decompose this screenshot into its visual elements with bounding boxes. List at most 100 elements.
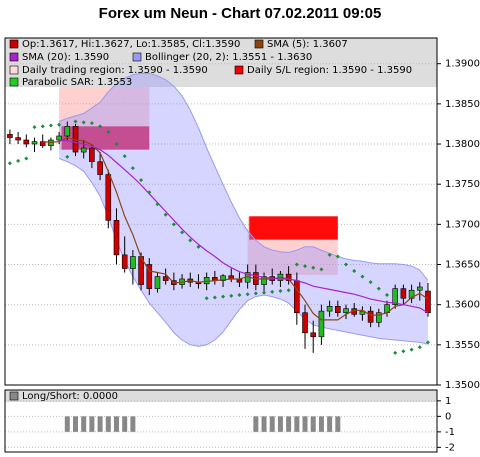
candle-body [359, 310, 366, 315]
legend-label: Long/Short: 0.0000 [22, 391, 118, 402]
sar-dot [89, 121, 94, 126]
bar [72, 416, 78, 432]
bar [97, 416, 103, 432]
candle-body [392, 288, 398, 305]
sar-dot [139, 178, 144, 183]
y-tick-label: 1.3750 [445, 179, 480, 190]
sar-dot [188, 238, 193, 243]
candle-body [400, 288, 407, 299]
y-tick-label: 1 [445, 396, 451, 407]
sar-dot [212, 295, 217, 300]
bar [335, 416, 341, 432]
sar-dot [352, 268, 357, 273]
candle-body [97, 161, 103, 175]
bar [113, 416, 119, 432]
sar-dot [32, 125, 37, 130]
sar-dot [417, 345, 422, 350]
candle-body [310, 332, 317, 338]
candle-body [326, 305, 333, 312]
candle-body [343, 308, 349, 314]
y-tick-label: 1.3600 [445, 300, 480, 311]
bar [302, 416, 308, 432]
y-tick-label: -2 [445, 442, 455, 453]
legend-label: Op:1.3617, Hi:1.3627, Lo:1.3585, Cl:1.35… [22, 39, 240, 50]
sar-dot [384, 293, 389, 298]
candle-body [56, 135, 62, 141]
candle-body [121, 254, 128, 269]
bar [130, 416, 136, 432]
band-upper [58, 72, 429, 281]
sar-dot [303, 264, 308, 269]
sar-dot [122, 154, 127, 159]
y-tick-label: 1.3550 [445, 340, 480, 351]
y-tick-label: -1 [445, 427, 455, 438]
sar-dot [16, 158, 21, 163]
legend-swatch [9, 52, 19, 62]
sar-dot [204, 296, 209, 301]
candle-body [146, 264, 153, 289]
legend-swatch [9, 65, 19, 75]
candle-body [31, 141, 38, 145]
candle-body [335, 305, 341, 314]
legend-swatch [254, 39, 264, 49]
panel-header [5, 390, 437, 402]
sar-dot [81, 120, 86, 125]
bar [261, 416, 267, 432]
candle-body [318, 310, 325, 338]
sar-dot [425, 340, 430, 345]
sar-dot [73, 119, 78, 124]
legend-swatch [9, 77, 19, 87]
bar [294, 416, 300, 432]
bar [253, 416, 259, 432]
legend-label: Parabolic SAR: 1.3553 [22, 77, 132, 88]
bar [81, 416, 87, 432]
candle-body [130, 256, 136, 269]
bar [105, 416, 111, 432]
legend-background [5, 38, 437, 87]
legend-swatch [9, 39, 19, 49]
legend-swatch [234, 65, 244, 75]
sar-dot [311, 265, 316, 270]
sar-dot [7, 161, 12, 166]
sar-dot [98, 124, 103, 129]
sar-dot [24, 156, 29, 161]
candle-body [220, 275, 226, 281]
y-tick-label: 1.3900 [445, 59, 480, 70]
y-tick-label: 0 [445, 411, 451, 422]
y-tick-label: 1.3700 [445, 219, 480, 230]
candle-body [80, 147, 87, 153]
legend-label: Bollinger (20, 2): 1.3551 - 1.3630 [145, 52, 312, 63]
bar [269, 416, 275, 432]
candle-body [302, 312, 308, 334]
bar [277, 416, 283, 432]
candle-body [294, 280, 300, 314]
region [249, 216, 338, 240]
legend-label: SMA (5): 1.3607 [267, 39, 348, 50]
sar-dot [262, 290, 267, 295]
sar-dot [196, 244, 201, 249]
candle-body [23, 139, 30, 145]
chart-title: Forex um Neun - Chart 07.02.2011 09:05 [99, 5, 382, 22]
candle-body [203, 277, 210, 285]
candle-body [162, 276, 169, 281]
plot-frame [4, 37, 438, 386]
sar-dot [229, 293, 234, 298]
candle-body [105, 174, 112, 221]
legend-swatch [132, 52, 142, 62]
candle-body [154, 276, 161, 289]
indicator-line [42, 136, 429, 321]
bar [122, 416, 128, 432]
candle-body [285, 273, 292, 281]
candle-body [113, 220, 120, 256]
sar-dot [114, 142, 119, 147]
sar-dot [278, 289, 283, 294]
candle-body [15, 137, 21, 141]
sar-dot [171, 222, 176, 227]
sar-dot [237, 293, 242, 298]
sar-dot [163, 212, 168, 217]
legend-label: Daily S/L region: 1.3590 - 1.3590 [247, 65, 412, 76]
candle-body [367, 310, 374, 323]
sar-dot [180, 230, 185, 235]
sar-dot [155, 202, 160, 207]
bar [327, 416, 333, 432]
